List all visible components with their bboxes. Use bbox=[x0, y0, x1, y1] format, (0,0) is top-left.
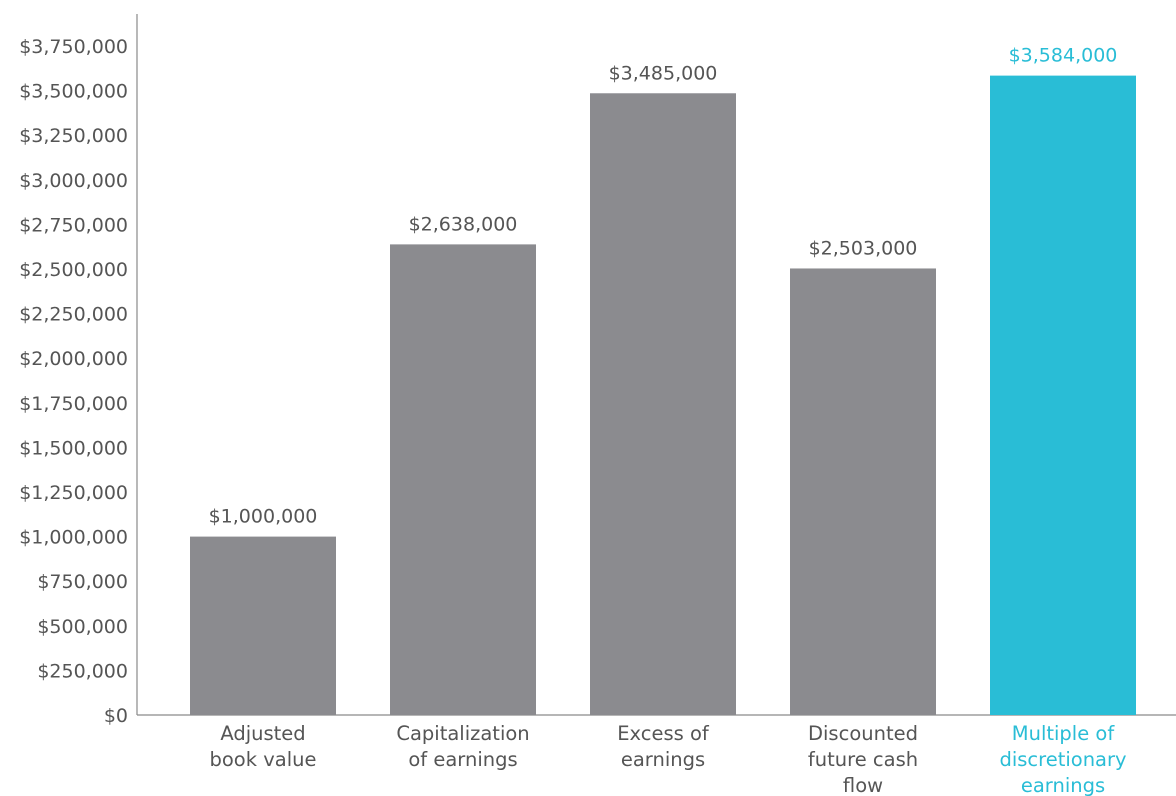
bar bbox=[390, 244, 536, 715]
y-tick-label: $1,500,000 bbox=[19, 437, 128, 459]
bar-value-label: $1,000,000 bbox=[209, 506, 318, 528]
bars bbox=[190, 75, 1136, 716]
y-tick-label: $250,000 bbox=[37, 660, 128, 682]
y-tick-label: $2,250,000 bbox=[19, 304, 128, 326]
y-tick-label: $2,500,000 bbox=[19, 259, 128, 281]
bar-value-label: $3,485,000 bbox=[609, 62, 718, 84]
category-label: earnings bbox=[621, 748, 705, 771]
y-tick-label: $1,250,000 bbox=[19, 482, 128, 504]
category-label: Excess of bbox=[617, 722, 710, 745]
y-tick-label: $3,750,000 bbox=[19, 36, 128, 58]
category-label: Multiple of bbox=[1012, 722, 1116, 745]
category-label: Capitalization bbox=[396, 722, 529, 745]
bar-value-label: $2,503,000 bbox=[809, 237, 918, 259]
y-tick-label: $750,000 bbox=[37, 571, 128, 593]
bar bbox=[590, 93, 736, 715]
y-axis-ticks: $0 $250,000 $500,000 $750,000 $1,000,000 $1,2… bbox=[19, 36, 128, 727]
y-tick-label: $3,000,000 bbox=[19, 170, 128, 192]
y-tick-label: $3,500,000 bbox=[19, 81, 128, 103]
bar bbox=[190, 536, 336, 715]
bar-highlighted bbox=[990, 75, 1136, 716]
y-tick-label: $500,000 bbox=[37, 616, 128, 638]
category-label: future cash bbox=[808, 748, 918, 771]
y-tick-label: $1,750,000 bbox=[19, 393, 128, 415]
bar bbox=[790, 268, 936, 715]
y-tick-label: $2,000,000 bbox=[19, 348, 128, 370]
category-label: earnings bbox=[1021, 774, 1105, 796]
bar-value-label: $3,584,000 bbox=[1009, 45, 1118, 67]
y-tick-label: $3,250,000 bbox=[19, 125, 128, 147]
category-label: Adjusted bbox=[220, 722, 305, 745]
data-labels: $1,000,000 $2,638,000 $3,485,000 $2,503,000… bbox=[209, 45, 1118, 528]
category-label: of earnings bbox=[408, 748, 517, 771]
y-tick-label: $2,750,000 bbox=[19, 214, 128, 236]
category-labels: Adjusted book value Capitalization of earni… bbox=[210, 722, 1127, 796]
category-label: book value bbox=[210, 748, 317, 771]
bar-value-label: $2,638,000 bbox=[409, 213, 518, 235]
category-label: flow bbox=[843, 774, 883, 796]
category-label: discretionary bbox=[999, 748, 1126, 771]
category-label: Discounted bbox=[808, 722, 918, 745]
y-tick-label: $1,000,000 bbox=[19, 527, 128, 549]
y-tick-label: $0 bbox=[104, 705, 128, 727]
